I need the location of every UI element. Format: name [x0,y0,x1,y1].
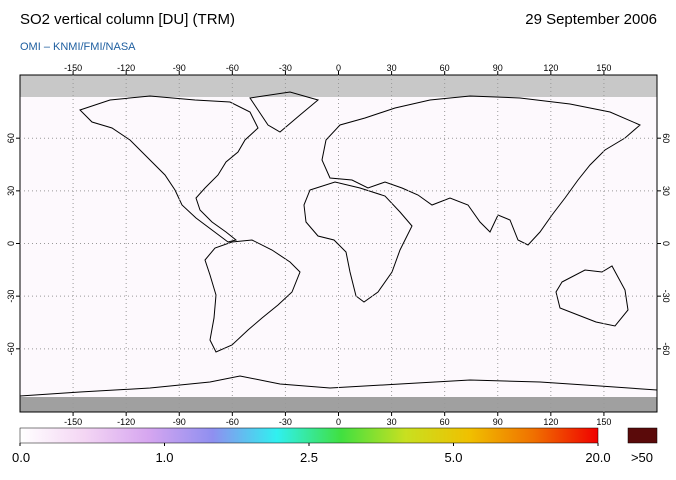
lon-label: 30 [387,63,397,73]
date: 29 September 2006 [525,11,657,28]
lon-label: 30 [387,417,397,427]
lon-label: 90 [493,417,503,427]
colorbar-label: 2.5 [300,450,318,465]
lon-label: 150 [596,63,611,73]
lat-label: 60 [661,133,671,143]
antarctica [19,375,658,397]
lat-label: -30 [6,290,16,303]
subtitle: OMI – KNMI/FMI/NASA [20,41,136,53]
coastlines [19,91,658,397]
south-america [204,239,301,353]
africa [303,181,413,303]
colorbar [19,427,599,444]
colorbar-label: 0.0 [12,450,30,465]
lat-label: -60 [661,342,671,355]
lon-label: -30 [279,63,292,73]
lon-label: -60 [226,63,239,73]
lon-label: -60 [226,417,239,427]
lat-label: -30 [661,290,671,303]
north-america [79,95,259,243]
lon-label: -120 [117,63,135,73]
overflow-label: >50 [631,450,653,465]
lat-label: 30 [661,186,671,196]
lat-label: 30 [6,186,16,196]
overflow-box [627,427,658,444]
lon-label: -90 [173,417,186,427]
lat-label: 60 [6,133,16,143]
lon-label: -90 [173,63,186,73]
lon-label: -120 [117,417,135,427]
lon-label: 0 [336,417,341,427]
title: SO2 vertical column [DU] (TRM) [20,11,235,28]
lon-label: -30 [279,417,292,427]
lat-label: -60 [6,342,16,355]
lon-label: 120 [543,417,558,427]
australia [555,265,629,327]
lon-label: 150 [596,417,611,427]
lon-label: 0 [336,63,341,73]
colorbar-label: 20.0 [585,450,610,465]
lon-label: 90 [493,63,503,73]
no-data-north [20,75,657,97]
greenland [249,91,320,133]
lon-label: 120 [543,63,558,73]
no-data-south [20,397,657,412]
lon-label: -150 [64,417,82,427]
lon-label: 60 [440,417,450,427]
colorbar-label: 5.0 [444,450,462,465]
eurasia [321,95,641,246]
lat-label: 0 [6,241,16,246]
lat-label: 0 [661,241,671,246]
colorbar-label: 1.0 [155,450,173,465]
lon-label: -150 [64,63,82,73]
lon-label: 60 [440,63,450,73]
